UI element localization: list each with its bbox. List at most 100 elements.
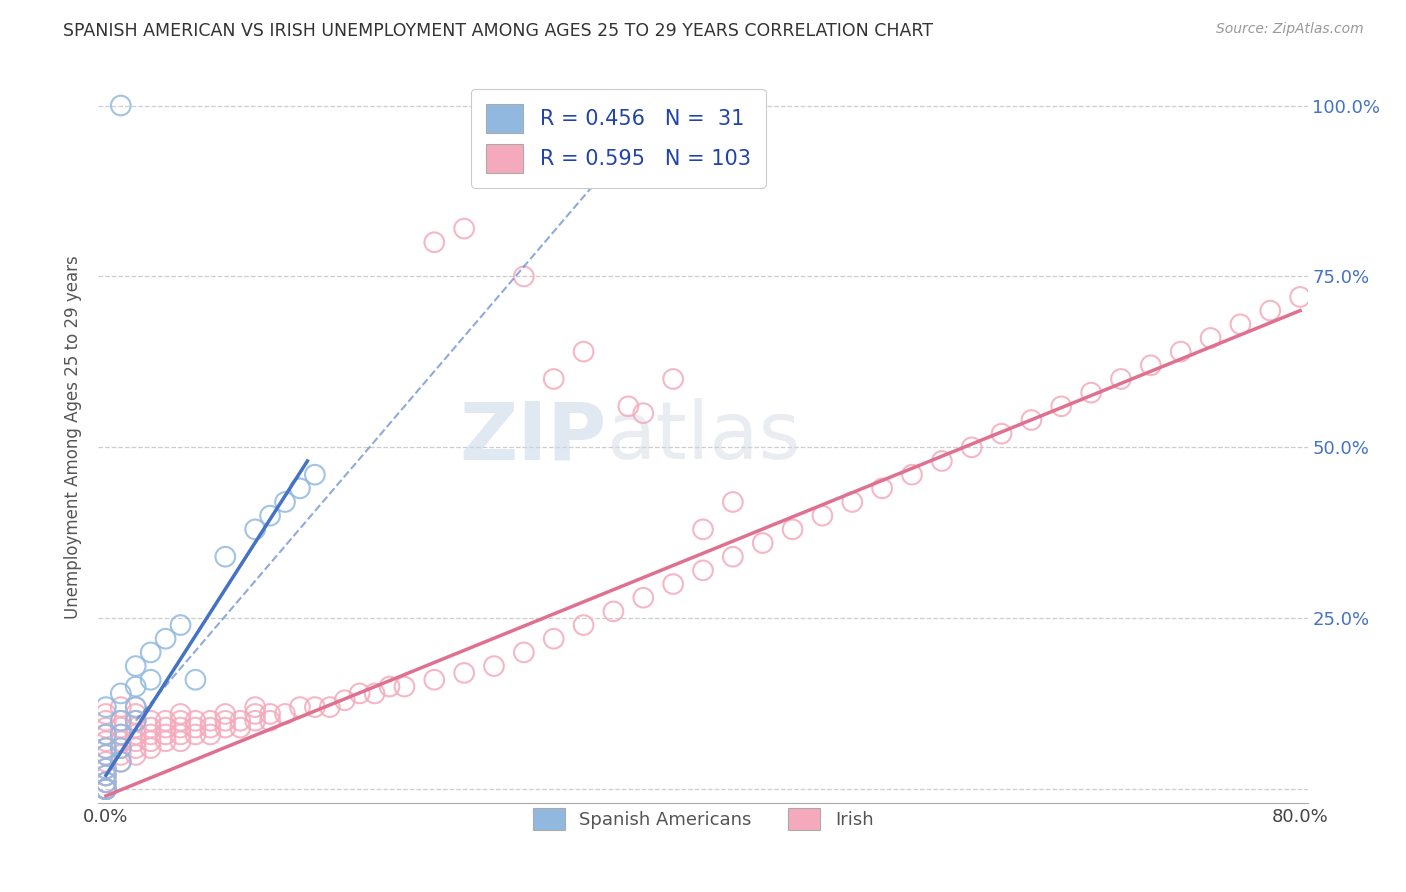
Point xyxy=(94,775,117,789)
Point xyxy=(200,714,222,728)
Point xyxy=(169,714,191,728)
Point xyxy=(692,563,714,577)
Point xyxy=(94,782,117,797)
Text: SPANISH AMERICAN VS IRISH UNEMPLOYMENT AMONG AGES 25 TO 29 YEARS CORRELATION CHA: SPANISH AMERICAN VS IRISH UNEMPLOYMENT A… xyxy=(63,22,934,40)
Point xyxy=(94,747,117,762)
Point xyxy=(349,686,371,700)
Point xyxy=(94,782,117,797)
Point xyxy=(692,522,714,536)
Point xyxy=(94,706,117,721)
Point xyxy=(139,645,162,659)
Point xyxy=(214,721,236,735)
Point xyxy=(453,665,475,680)
Point xyxy=(110,727,132,741)
Point xyxy=(751,536,773,550)
Point xyxy=(94,782,117,797)
Point xyxy=(155,734,177,748)
Point xyxy=(94,782,117,797)
Point xyxy=(990,426,1012,441)
Point xyxy=(184,721,207,735)
Point xyxy=(94,734,117,748)
Point xyxy=(811,508,834,523)
Point xyxy=(139,741,162,756)
Point xyxy=(125,741,148,756)
Point xyxy=(94,775,117,789)
Point xyxy=(110,686,132,700)
Point xyxy=(662,577,685,591)
Point xyxy=(110,755,132,769)
Point xyxy=(155,721,177,735)
Point xyxy=(782,522,804,536)
Point xyxy=(139,734,162,748)
Point xyxy=(94,782,117,797)
Point xyxy=(1021,413,1043,427)
Point xyxy=(617,400,640,414)
Point xyxy=(513,269,536,284)
Point xyxy=(125,721,148,735)
Point xyxy=(94,768,117,782)
Point xyxy=(94,741,117,756)
Point xyxy=(110,734,132,748)
Point xyxy=(721,549,744,564)
Point xyxy=(304,467,326,482)
Point xyxy=(319,700,342,714)
Point xyxy=(169,618,191,632)
Point xyxy=(110,747,132,762)
Point xyxy=(125,700,148,714)
Point xyxy=(513,645,536,659)
Point xyxy=(169,727,191,741)
Point xyxy=(94,782,117,797)
Point xyxy=(1050,400,1073,414)
Point xyxy=(423,235,446,250)
Point xyxy=(288,700,311,714)
Point xyxy=(1080,385,1102,400)
Point xyxy=(94,721,117,735)
Text: ZIP: ZIP xyxy=(458,398,606,476)
Point xyxy=(155,727,177,741)
Point xyxy=(1289,290,1312,304)
Point xyxy=(184,727,207,741)
Point xyxy=(931,454,953,468)
Point xyxy=(572,618,595,632)
Point xyxy=(482,659,505,673)
Point xyxy=(1109,372,1132,386)
Point xyxy=(155,714,177,728)
Point xyxy=(139,673,162,687)
Point xyxy=(155,632,177,646)
Point xyxy=(214,549,236,564)
Point xyxy=(274,706,297,721)
Point xyxy=(200,727,222,741)
Point xyxy=(125,747,148,762)
Point xyxy=(870,481,893,495)
Point xyxy=(94,782,117,797)
Point xyxy=(139,714,162,728)
Point xyxy=(125,714,148,728)
Point xyxy=(94,762,117,776)
Point xyxy=(901,467,924,482)
Point xyxy=(662,372,685,386)
Point xyxy=(94,714,117,728)
Point xyxy=(94,782,117,797)
Point xyxy=(94,768,117,782)
Point xyxy=(543,632,565,646)
Point xyxy=(259,706,281,721)
Point xyxy=(243,706,266,721)
Point xyxy=(110,721,132,735)
Point xyxy=(169,706,191,721)
Y-axis label: Unemployment Among Ages 25 to 29 years: Unemployment Among Ages 25 to 29 years xyxy=(65,255,83,619)
Point xyxy=(94,782,117,797)
Point xyxy=(184,673,207,687)
Point xyxy=(1258,303,1281,318)
Point xyxy=(243,700,266,714)
Point xyxy=(633,406,655,420)
Point xyxy=(94,747,117,762)
Point xyxy=(1170,344,1192,359)
Point xyxy=(139,727,162,741)
Point xyxy=(110,741,132,756)
Point xyxy=(423,673,446,687)
Point xyxy=(125,714,148,728)
Point xyxy=(214,714,236,728)
Point xyxy=(721,495,744,509)
Point xyxy=(229,714,252,728)
Point xyxy=(572,344,595,359)
